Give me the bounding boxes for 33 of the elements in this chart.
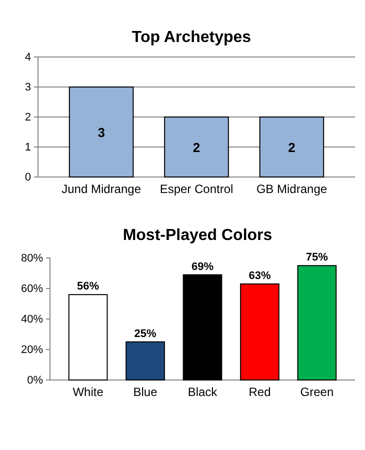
bar (182, 274, 222, 380)
data-label: 75% (306, 252, 328, 264)
x-tick-label: Black (188, 385, 218, 400)
bar (68, 294, 108, 380)
data-label: 2 (192, 140, 200, 155)
chart-title: Most-Played Colors (122, 227, 272, 244)
data-label: 3 (98, 125, 105, 140)
data-label: 69% (191, 260, 214, 273)
y-tick-label: 4 (24, 52, 31, 64)
chart-title: Top Archetypes (132, 29, 252, 46)
x-tick-label: GB Midrange (256, 182, 328, 196)
x-tick-label: Green (300, 385, 334, 400)
y-tick-label: 60% (20, 283, 44, 296)
data-label: 2 (288, 140, 296, 155)
y-tick-label: 3 (24, 82, 31, 94)
y-tick-label: 0 (24, 172, 31, 184)
data-label: 63% (248, 270, 271, 282)
x-tick-label: White (72, 385, 104, 400)
bar (240, 283, 280, 380)
bar (297, 265, 337, 380)
x-tick-label: Red (248, 385, 271, 400)
y-tick-label: 80% (20, 252, 44, 265)
x-tick-label: Jund Midrange (62, 182, 142, 196)
y-tick-label: 20% (20, 344, 44, 356)
y-tick-label: 2 (24, 112, 31, 124)
bar (126, 341, 165, 380)
data-label: 25% (134, 328, 156, 340)
y-tick-label: 40% (20, 314, 44, 326)
y-tick-label: 1 (24, 142, 31, 154)
x-tick-label: Blue (133, 385, 158, 400)
data-label: 56% (77, 280, 100, 293)
y-tick-label: 0% (27, 374, 44, 387)
x-tick-label: Esper Control (160, 182, 234, 196)
